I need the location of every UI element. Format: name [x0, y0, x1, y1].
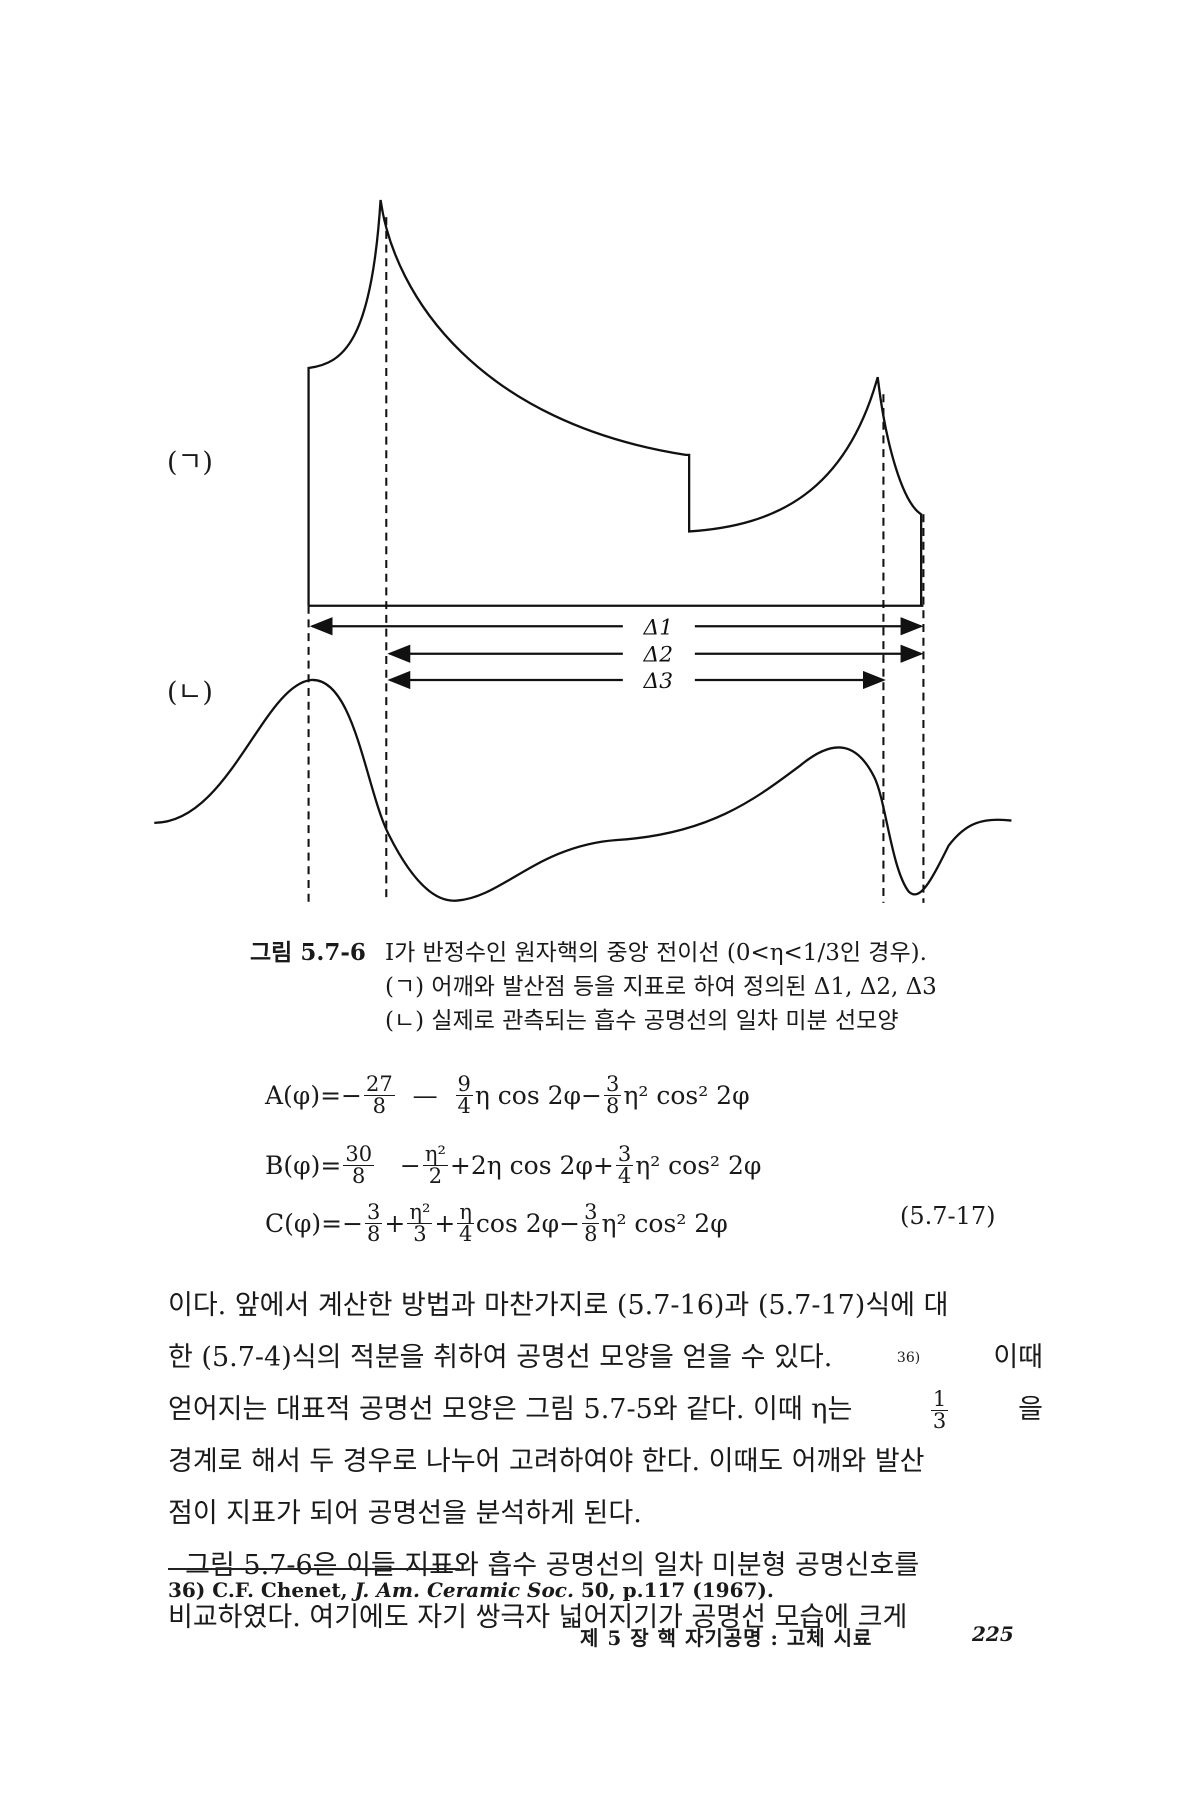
denominator: 3	[932, 1408, 947, 1433]
text-line: 비교하였다. 여기에도 자기 쌍극자 넓어지기가 공명선 모습에 크게	[168, 1592, 1043, 1644]
text-run: +	[384, 1209, 406, 1238]
running-footer: 제 5 장 핵 자기공명 : 고체 시료	[580, 1626, 873, 1650]
text-run: 이때	[984, 1342, 1043, 1373]
delta2-label: Δ2	[643, 643, 673, 668]
numerator: 1	[930, 1386, 949, 1411]
text-line: 점이 지표가 되어 공명선을 분석하게 된다.	[168, 1488, 1043, 1540]
text-run: +	[434, 1209, 456, 1238]
footnote: 36) C.F. Chenet, J. Am. Ceramic Soc. 50,…	[168, 1578, 774, 1602]
numerator: 3	[582, 1200, 600, 1224]
text-run: η² cos² 2φ	[623, 1081, 750, 1110]
footnote-ref: 36)	[896, 1350, 921, 1366]
body-text: 이다. 앞에서 계산한 방법과 마찬가지로 (5.7-16)과 (5.7-17)…	[168, 1280, 1043, 1644]
text-run: 경계로 해서 두 경우로 나누어 고려하여야 한다. 이때도 어깨와 발산	[168, 1446, 925, 1477]
numerator: 30	[343, 1142, 375, 1166]
footnote-journal: J. Am. Ceramic Soc.	[354, 1578, 574, 1602]
text-run: 점이 지표가 되어 공명선을 분석하게 된다.	[168, 1498, 642, 1529]
text-run: 한 (5.7-4)식의 적분을 취하여 공명선 모양을 얻을 수 있다.	[168, 1342, 833, 1373]
denominator: 3	[413, 1222, 427, 1246]
fraction: η² 3	[407, 1200, 433, 1246]
page-number: 225	[972, 1622, 1014, 1646]
text-line: 경계로 해서 두 경우로 나누어 고려하여야 한다. 이때도 어깨와 발산	[168, 1436, 1043, 1488]
delta3-label: Δ3	[643, 669, 673, 694]
numerator: η²	[407, 1200, 433, 1224]
denominator: 4	[617, 1164, 632, 1188]
numerator: 3	[615, 1142, 634, 1166]
numerator: 3	[365, 1200, 383, 1224]
fraction: 27 8	[363, 1072, 395, 1118]
numerator: 9	[455, 1072, 473, 1096]
numerator: η²	[422, 1142, 448, 1166]
text-run: −	[376, 1151, 421, 1180]
text-run: 비교하였다. 여기에도 자기 쌍극자 넓어지기가 공명선 모습에 크게	[168, 1602, 908, 1633]
denominator: 8	[372, 1094, 387, 1118]
text-run: B(φ)=	[265, 1151, 342, 1180]
footnote-author: 36) C.F. Chenet,	[168, 1578, 355, 1602]
figure-caption: 그림 5.7-6 I가 반정수인 원자핵의 중앙 전이선 (0<η<1/3인 경우…	[250, 936, 937, 1038]
equation: B(φ)= 30 8 − η² 2 +2η cos 2φ+ 3 4 η² cos² 2φ	[265, 1144, 761, 1187]
numerator: 27	[363, 1072, 395, 1096]
caption-line-a: (ㄱ) 어깨와 발산점 등을 지표로 하여 정의된 Δ1, Δ2, Δ3	[385, 974, 937, 1000]
text-line: 한 (5.7-4)식의 적분을 취하여 공명선 모양을 얻을 수 있다. 36) …	[168, 1332, 1043, 1384]
fraction: 30 8	[343, 1142, 375, 1188]
powder-pattern-curve	[307, 199, 923, 606]
text-run: 그림 5.7-6은 이들 지표와 흡수 공명선의 일차 미분형 공명신호를	[168, 1550, 920, 1581]
panel-a-label: (ㄱ)	[167, 447, 213, 478]
text-line: 이다. 앞에서 계산한 방법과 마찬가지로 (5.7-16)과 (5.7-17)…	[168, 1280, 1043, 1332]
text-run: η² cos² 2φ	[635, 1151, 762, 1180]
caption-line-b: (ㄴ) 실제로 관측되는 흡수 공명선의 일차 미분 선모양	[385, 1008, 899, 1034]
text-run: 을	[1018, 1394, 1043, 1425]
text-run: —	[396, 1081, 454, 1110]
text-run: 이다. 앞에서 계산한 방법과 마찬가지로 (5.7-16)과 (5.7-17)…	[168, 1290, 949, 1321]
footnote-rule	[168, 1568, 460, 1570]
caption-number: 그림 5.7-6	[250, 939, 366, 966]
numerator: η	[457, 1200, 474, 1224]
text-run: cos 2φ−	[475, 1209, 581, 1238]
fraction: η² 2	[422, 1142, 448, 1188]
text-run: η cos 2φ−	[474, 1081, 602, 1110]
text-run: +2η cos 2φ+	[449, 1151, 614, 1180]
footnote-details: 50, p.117 (1967).	[573, 1578, 774, 1602]
derivative-curve	[154, 678, 1012, 902]
delta1-label: Δ1	[643, 615, 673, 640]
text-run: η² cos² 2φ	[601, 1209, 728, 1238]
denominator: 8	[584, 1222, 598, 1246]
numerator: 3	[604, 1072, 622, 1096]
text-run: C(φ)=−	[265, 1209, 364, 1238]
denominator: 8	[352, 1164, 366, 1188]
equation-number: (5.7-17)	[900, 1202, 996, 1230]
denominator: 4	[457, 1094, 471, 1118]
caption-title: I가 반정수인 원자핵의 중앙 전이선 (0<η<1/3인 경우).	[385, 940, 927, 966]
denominator: 2	[428, 1164, 443, 1188]
denominator: 4	[458, 1222, 473, 1246]
denominator: 8	[606, 1094, 620, 1118]
panel-b-label: (ㄴ)	[167, 677, 213, 708]
figure-5-7-6: Δ1 Δ2 Δ3	[154, 199, 1012, 903]
text-line: 그림 5.7-6은 이들 지표와 흡수 공명선의 일차 미분형 공명신호를	[168, 1540, 1043, 1592]
denominator: 8	[367, 1222, 381, 1246]
equation: C(φ)=− 3 8 + η² 3 + η 4 cos 2φ− 3 8 η² cos² 2φ	[265, 1202, 728, 1245]
text-run: 얻어지는 대표적 공명선 모양은 그림 5.7-5와 같다. 이때 η는	[168, 1394, 861, 1425]
text-run: A(φ)=−	[265, 1081, 362, 1110]
